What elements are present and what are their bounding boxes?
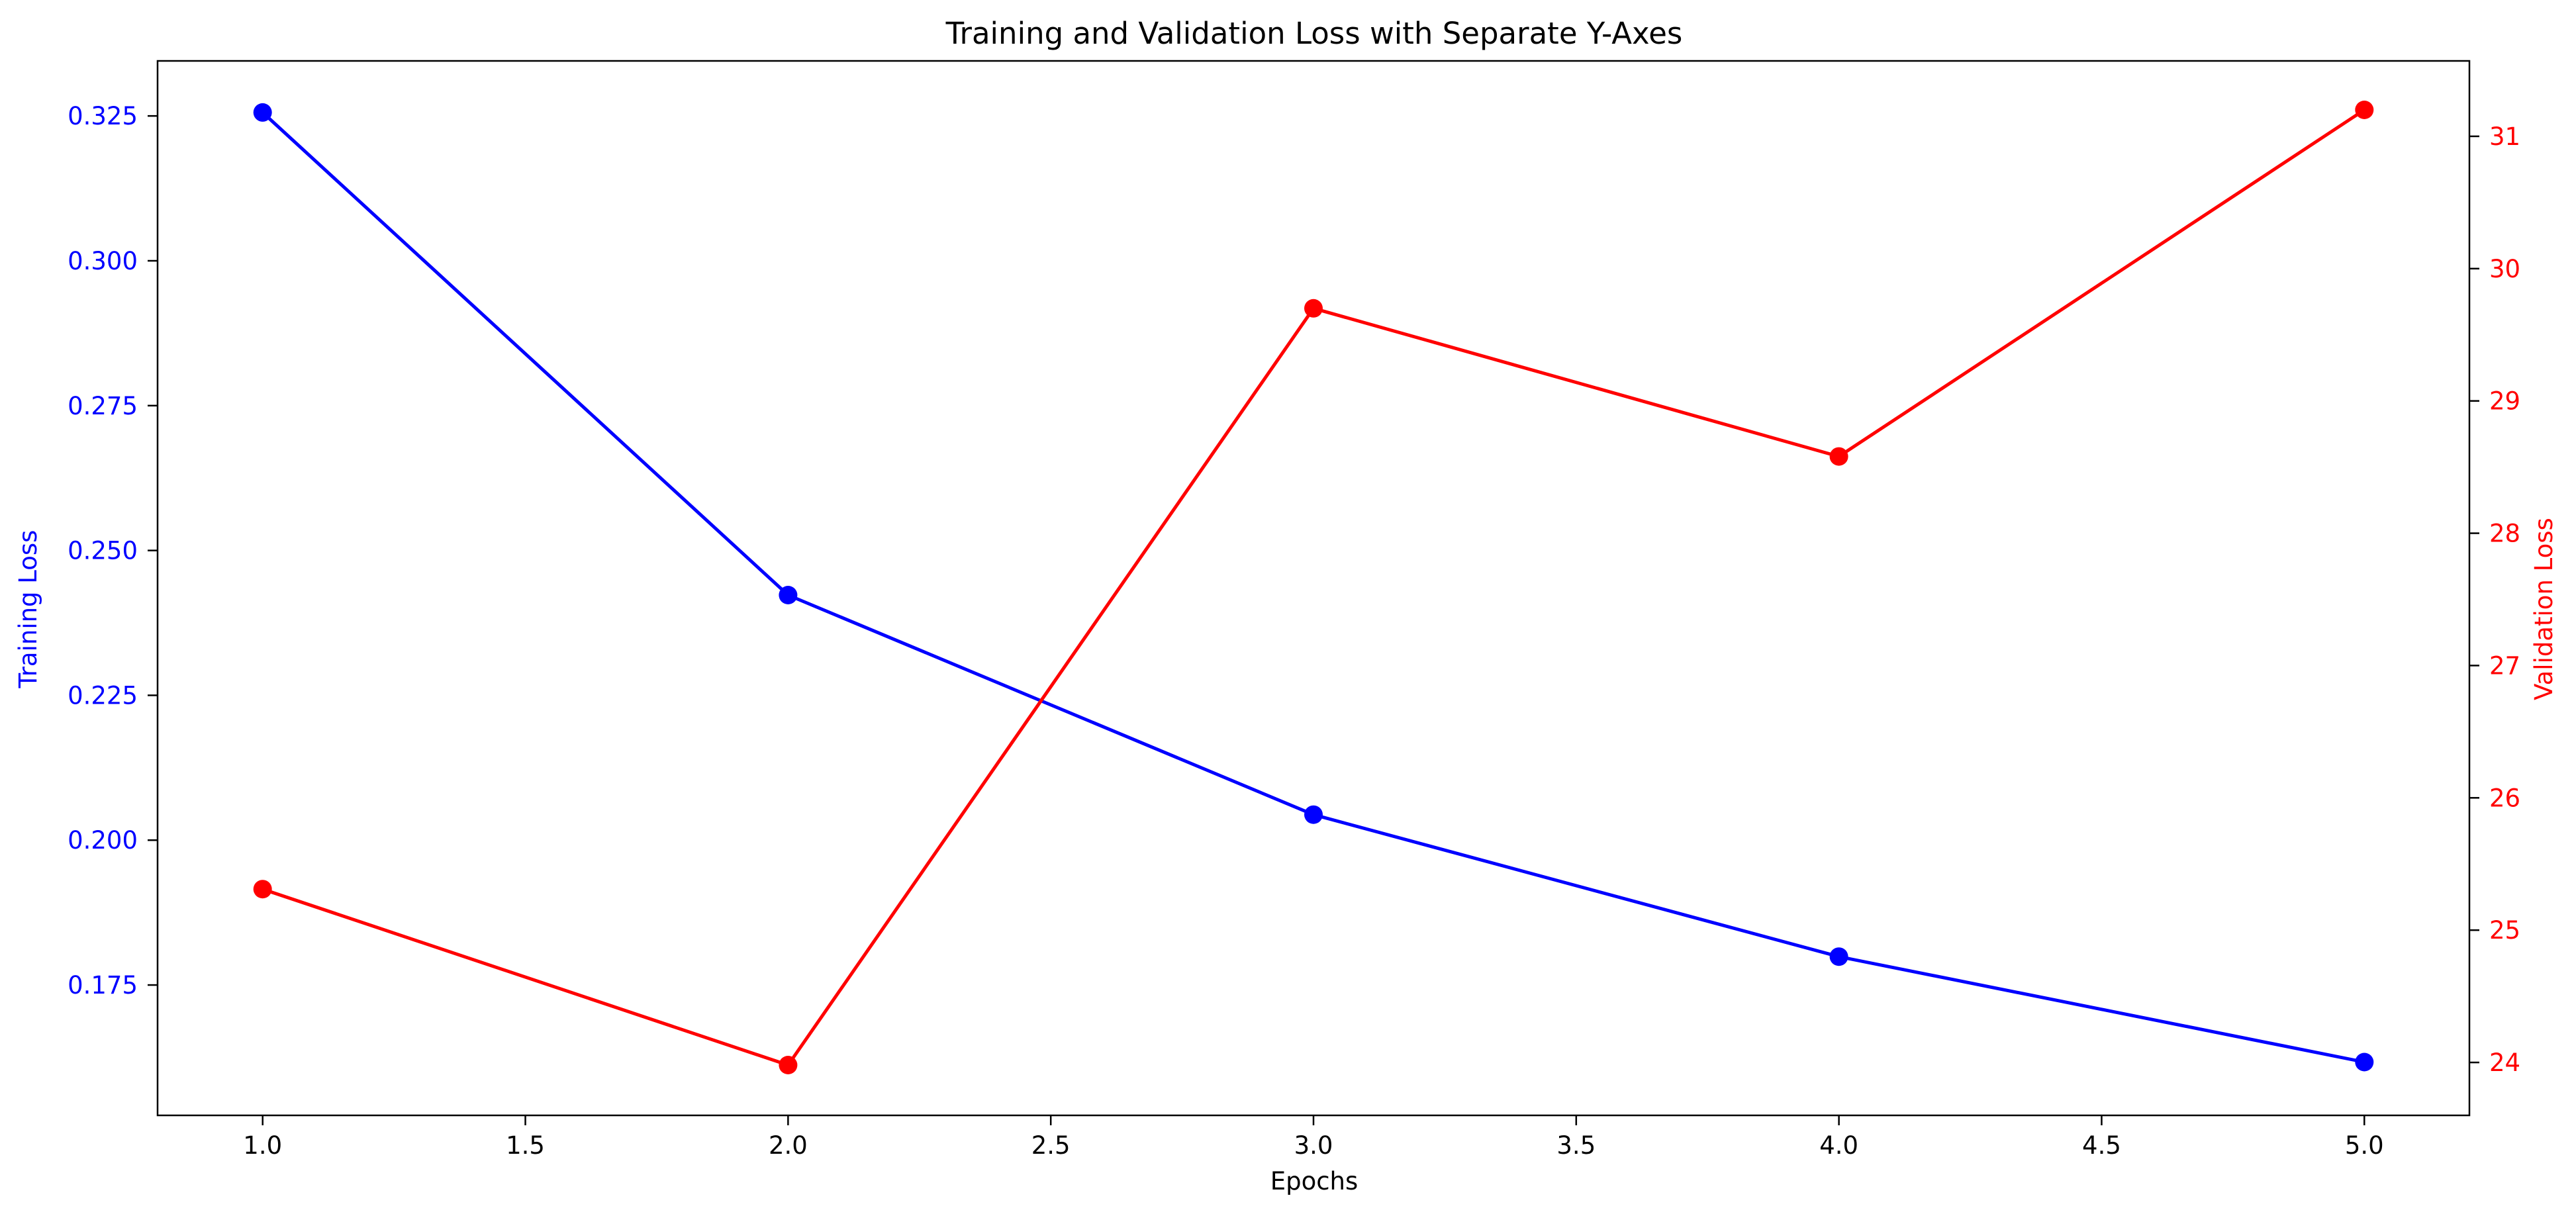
left-tick-label: 0.325 <box>68 102 138 130</box>
ticks-layer: 1.0 1.5 2.0 2.5 3.0 3.5 4.0 4.5 5.0 0.175 0.200 0.2… <box>68 102 2520 1160</box>
x-tick-label: 1.5 <box>506 1131 545 1160</box>
training-loss-point <box>2355 1052 2374 1072</box>
plot-frame <box>156 60 2471 1117</box>
validation-loss-point <box>1829 447 1848 466</box>
training-loss-point <box>779 586 798 604</box>
right-tick-label: 28 <box>2489 520 2520 548</box>
validation-loss-point <box>2355 101 2374 119</box>
x-tick-label: 3.5 <box>1556 1131 1596 1160</box>
right-tick-label: 30 <box>2489 255 2520 283</box>
right-tick-label: 24 <box>2489 1049 2520 1077</box>
training-loss-point <box>1304 805 1323 824</box>
x-tick-label: 3.0 <box>1294 1131 1333 1160</box>
right-tick-label: 27 <box>2489 651 2520 680</box>
left-tick-label: 0.250 <box>68 537 138 565</box>
left-tick-label: 0.175 <box>68 971 138 1000</box>
right-tick-label: 31 <box>2489 122 2520 151</box>
x-tick-label: 4.0 <box>1819 1131 1858 1160</box>
training-loss-point <box>1829 947 1848 966</box>
left-tick-label: 0.225 <box>68 681 138 710</box>
left-tick-label: 0.300 <box>68 247 138 275</box>
x-tick-label: 4.5 <box>2082 1131 2121 1160</box>
right-tick-label: 26 <box>2489 784 2520 812</box>
chart-title: Training and Validation Loss with Separa… <box>945 16 1683 51</box>
training-loss-point <box>253 103 272 122</box>
right-axis-label: Validation Loss <box>2530 518 2558 700</box>
x-tick-label: 1.0 <box>243 1131 282 1160</box>
x-tick-label: 2.0 <box>769 1131 808 1160</box>
right-tick-label: 25 <box>2489 916 2520 945</box>
validation-loss-line <box>262 108 2365 1067</box>
validation-loss-point <box>1304 299 1323 318</box>
left-tick-label: 0.200 <box>68 826 138 855</box>
validation-loss-point <box>779 1056 798 1074</box>
series-layer <box>253 101 2374 1074</box>
x-axis-label: Epochs <box>1270 1167 1359 1195</box>
axes-layer <box>156 60 2471 1117</box>
training-loss-line <box>262 111 2365 1064</box>
validation-loss-point <box>253 880 272 899</box>
x-tick-label: 2.5 <box>1031 1131 1071 1160</box>
right-tick-label: 29 <box>2489 387 2520 416</box>
left-axis-label: Training Loss <box>14 530 42 689</box>
x-tick-label: 5.0 <box>2345 1131 2384 1160</box>
left-tick-label: 0.275 <box>68 392 138 420</box>
